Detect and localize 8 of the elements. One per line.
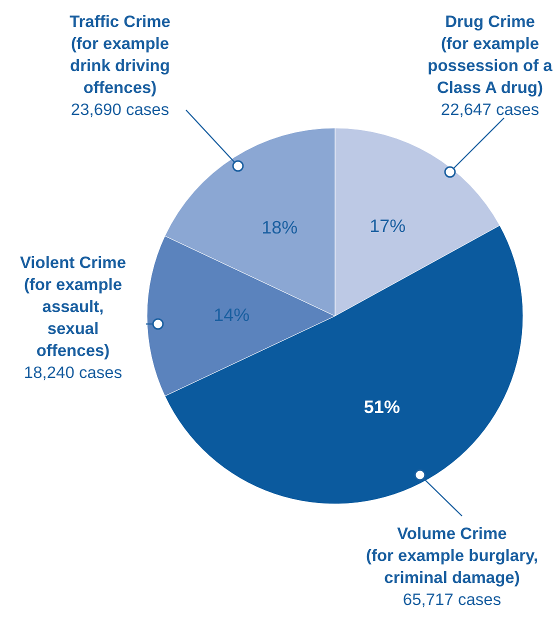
data-label: 51% bbox=[364, 396, 400, 417]
slice-label: Volume Crime (for example burglary, criminal damage) 65,717 cases bbox=[366, 525, 538, 609]
slice-label: Drug Crime (for example possession of a Class A drug) 22,647 cases bbox=[428, 13, 554, 119]
slice-label: Traffic Crime (for example drink driving offences) 23,690 cases bbox=[70, 13, 170, 119]
slice-label: Violent Crime (for example assault, sexual offences) 18,240 cases bbox=[20, 254, 126, 382]
data-label: 14% bbox=[214, 304, 250, 325]
data-label: 17% bbox=[370, 216, 406, 236]
data-label: 18% bbox=[262, 217, 298, 238]
